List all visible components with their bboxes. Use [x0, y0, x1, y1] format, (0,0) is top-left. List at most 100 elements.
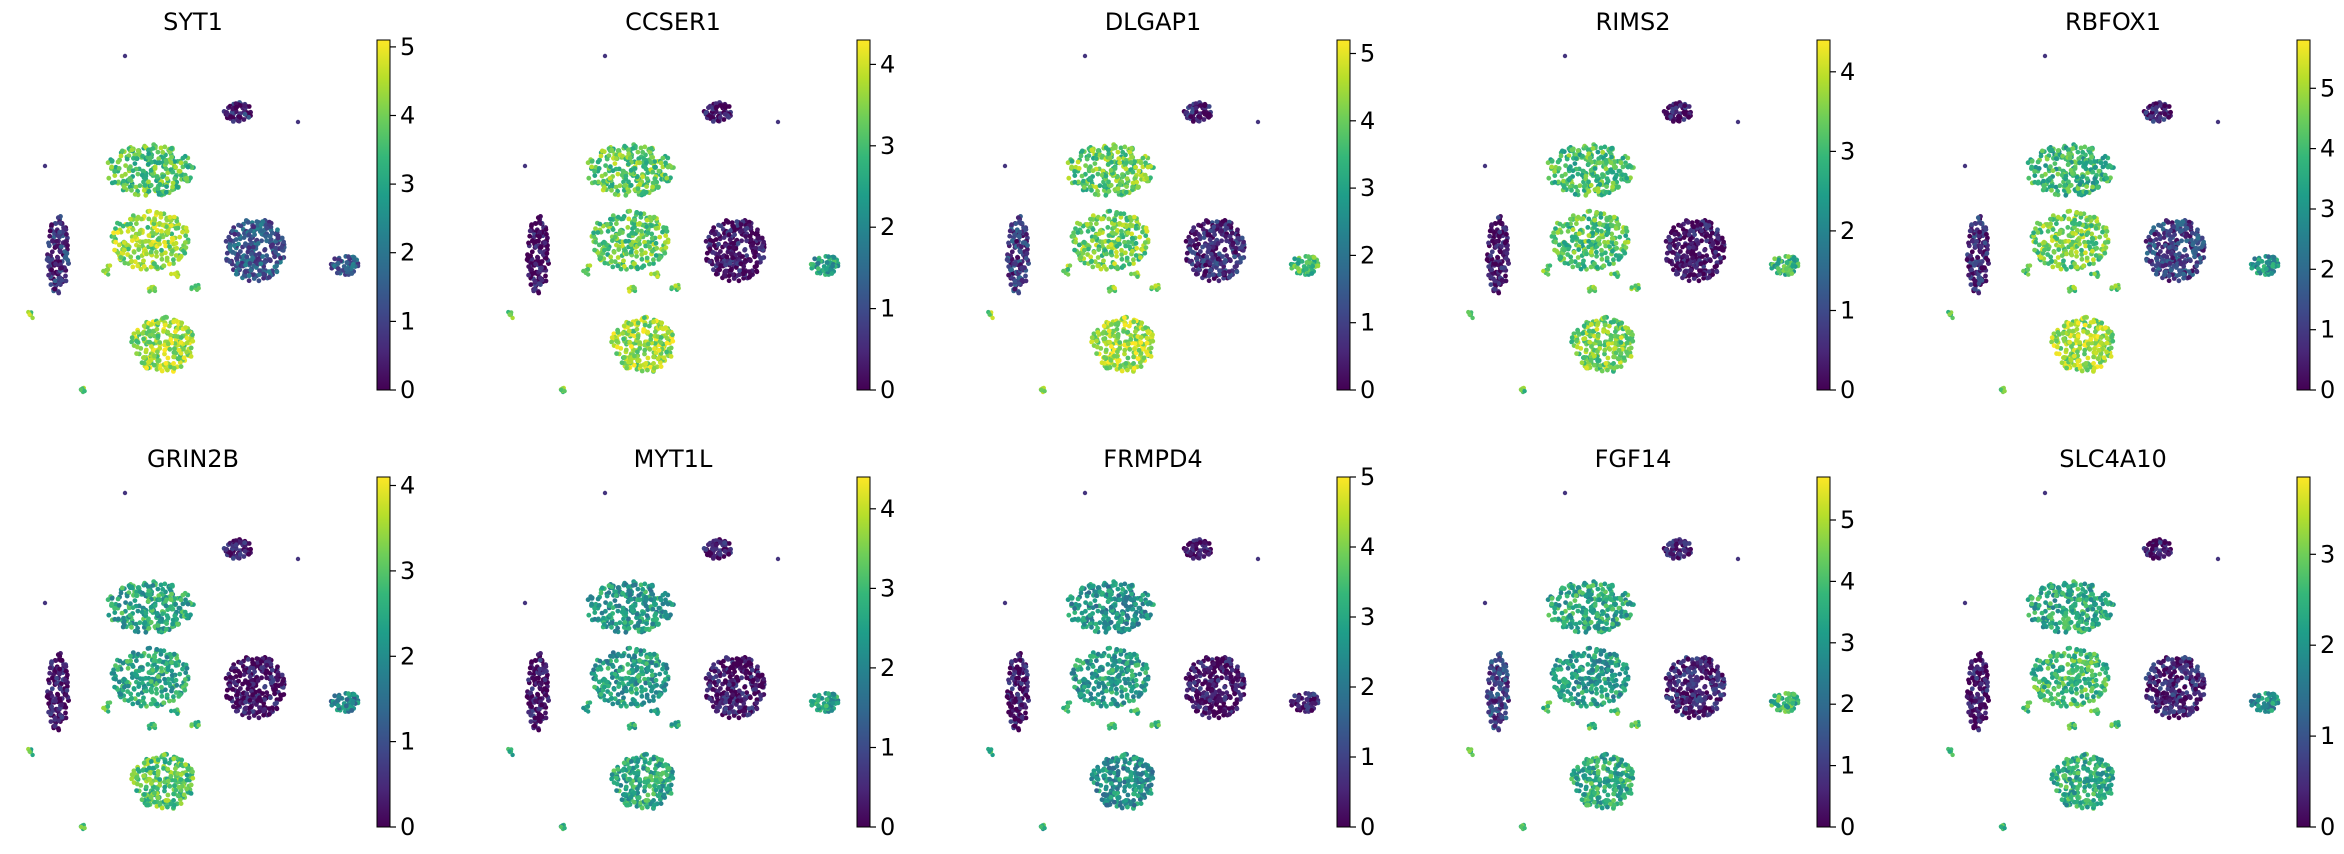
cell-point-big_right — [269, 230, 275, 236]
cell-point-big_right — [714, 255, 720, 261]
cell-point-mid_left — [1585, 225, 1591, 230]
cell-point-big_right — [246, 245, 252, 251]
cell-point-mid_left — [1119, 247, 1124, 253]
cell-point-left_strip — [54, 238, 59, 244]
cell-point-big_right — [1211, 224, 1217, 230]
cell-point-small — [79, 387, 84, 393]
cell-point-bottom_left — [1605, 355, 1611, 361]
cell-point-bottom_left — [155, 358, 161, 364]
cell-point-bottom_left — [1094, 344, 1100, 350]
cell-point-top_left — [1561, 178, 1566, 184]
cell-point-mid_left — [1610, 248, 1615, 254]
cell-point-mid_left — [171, 261, 176, 266]
cell-point-mid_left — [1133, 226, 1139, 231]
cell-point-bottom_left — [190, 332, 195, 338]
cell-point-bottom_left — [1603, 361, 1609, 366]
cell-point-big_right — [272, 254, 277, 259]
cell-point-big_right — [746, 275, 752, 280]
cell-point-bottom_left — [184, 335, 190, 341]
cell-point-big_right — [724, 254, 730, 260]
cell-point-top_left — [644, 160, 649, 166]
cell-point-mid_left — [1574, 221, 1579, 227]
cell-point-bottom_left — [614, 351, 619, 356]
cell-point-big_right — [1192, 231, 1198, 237]
panel-title: CCSER1 — [625, 8, 721, 36]
cell-point-mid_left — [132, 259, 138, 265]
cell-point-top_left — [601, 178, 606, 184]
cell-point-big_right — [256, 251, 262, 257]
cell-point-small — [82, 388, 87, 394]
cell-point-left_strip — [1502, 240, 1508, 246]
cell-point-top_left — [1107, 155, 1113, 161]
cell-point-bottom_left — [1602, 315, 1607, 321]
cell-point-far_right — [815, 261, 821, 266]
cell-point-top_left — [1095, 171, 1101, 177]
cell-point-bottom_left — [634, 326, 640, 332]
cell-point-top_left — [1610, 184, 1615, 190]
cell-point-bottom_left — [178, 364, 184, 369]
cell-point-left_strip — [542, 240, 548, 246]
cell-point-singleton — [42, 163, 48, 169]
cell-point-big_right — [1206, 273, 1212, 279]
cell-point-bottom_left — [658, 335, 664, 340]
cell-point-mid_left — [1117, 241, 1122, 247]
cell-point-top_left — [165, 170, 171, 176]
cell-point-bottom_left — [1595, 349, 1600, 355]
colorbar-gradient — [856, 39, 871, 391]
cell-point-top_left — [1616, 168, 1622, 174]
cell-point-big_right — [707, 259, 713, 264]
cell-point-big_right — [1239, 235, 1245, 241]
cell-point-bottom_left — [1121, 329, 1126, 334]
cell-point-small — [632, 286, 637, 291]
cell-point-big_right — [233, 271, 239, 277]
cell-point-top_left — [163, 189, 169, 195]
cell-point-top_left — [135, 171, 141, 177]
cell-point-big_right — [738, 261, 744, 267]
colorbar-tick-label: 3 — [880, 132, 895, 160]
cell-point-top_left — [604, 156, 610, 162]
cell-point-small — [586, 272, 591, 277]
cell-point-left_strip — [544, 251, 550, 256]
cell-point-bottom_left — [1594, 326, 1600, 332]
cell-point-mid_left — [1127, 214, 1133, 220]
cell-point-bottom_left — [1138, 340, 1144, 345]
cell-point-left_strip — [527, 233, 533, 239]
cell-point-mid_left — [593, 239, 598, 245]
cell-point-big_right — [258, 261, 264, 267]
cell-point-bottom_left — [141, 336, 147, 342]
cell-point-bottom_left — [1125, 329, 1131, 335]
cell-point-bottom_left — [171, 319, 177, 325]
cell-point-mid_left — [654, 245, 660, 251]
cell-point-left_strip — [1503, 278, 1509, 284]
cell-point-bottom_left — [642, 322, 648, 328]
cell-point-mid_left — [639, 247, 644, 253]
cell-point-bottom_left — [146, 328, 152, 334]
cell-point-mid_left — [1597, 221, 1602, 226]
cell-point-bottom_left — [1630, 338, 1636, 344]
cell-point-big_right — [273, 249, 278, 255]
cell-point-small — [1061, 268, 1066, 274]
colorbar-tick-label: 4 — [1360, 107, 1375, 135]
cell-point-big_right — [227, 246, 233, 252]
cell-point-far_right — [332, 256, 338, 262]
cell-point-bottom_left — [1127, 346, 1133, 352]
cell-point-top_left — [127, 164, 133, 170]
cell-point-small — [101, 268, 106, 274]
cell-point-bottom_left — [1574, 344, 1580, 350]
cell-point-left_strip — [64, 251, 70, 256]
cell-point-bottom_left — [183, 325, 189, 330]
cell-point-top_left — [1130, 184, 1135, 190]
cell-point-bottom_left — [144, 365, 150, 371]
cell-point-mid_left — [1607, 214, 1613, 220]
cell-point-big_right — [1222, 247, 1227, 253]
cell-point-bottom_left — [175, 356, 181, 362]
cell-point-top_left — [1596, 156, 1602, 162]
cell-point-left_strip — [1024, 232, 1029, 237]
cell-point-bottom_left — [179, 320, 185, 326]
cell-point-mid_left — [122, 260, 128, 266]
cell-point-top_left — [1561, 185, 1567, 190]
cell-point-mid_left — [173, 226, 179, 231]
cell-point-mid_left — [169, 235, 175, 241]
cell-point-big_right — [230, 250, 236, 255]
cell-point-left_strip — [1486, 272, 1491, 278]
